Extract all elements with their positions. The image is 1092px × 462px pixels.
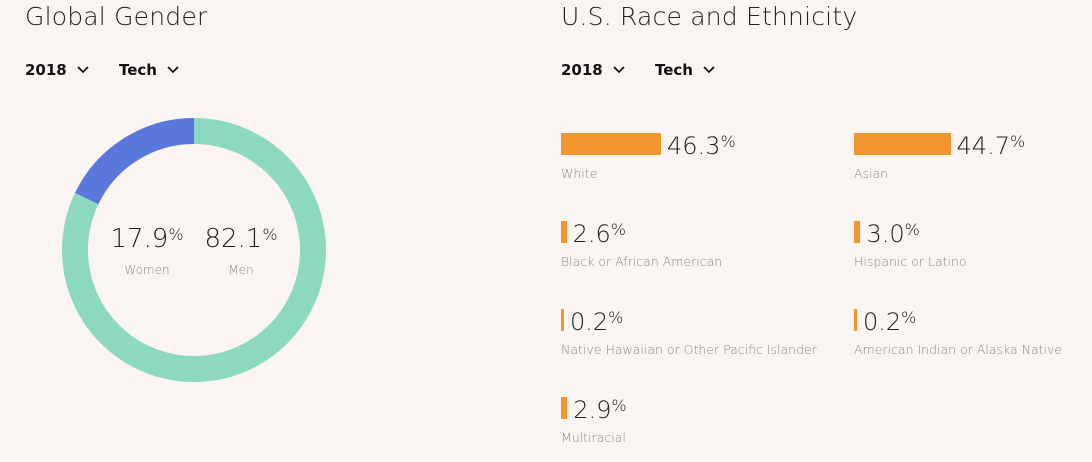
chevron-down-icon <box>703 66 715 74</box>
bar-american-indian <box>854 309 857 331</box>
value-hispanic: 3.0% <box>866 220 920 248</box>
women-label: Women <box>124 263 170 277</box>
bar-black <box>561 221 567 243</box>
men-value: 82.1% <box>204 224 278 254</box>
stat-asian: 44.7% Asian <box>854 130 1025 181</box>
stat-american-indian: 0.2% American Indian or Alaska Native <box>854 306 1062 357</box>
race-category-value: Tech <box>655 61 693 79</box>
bar-asian <box>854 133 951 155</box>
men-label: Men <box>228 263 254 277</box>
value-native-hawaiian: 0.2% <box>570 308 624 336</box>
label-multiracial: Multiracial <box>561 430 626 445</box>
gender-year-value: 2018 <box>25 61 67 79</box>
value-asian: 44.7% <box>956 132 1026 160</box>
stat-hispanic: 3.0% Hispanic or Latino <box>854 218 967 269</box>
men-stat: 82.1% Men <box>191 224 291 277</box>
bar-native-hawaiian <box>561 309 564 331</box>
women-stat: 17.9% Women <box>97 224 197 277</box>
chevron-down-icon <box>77 66 89 74</box>
stat-black: 2.6% Black or African American <box>561 218 722 269</box>
value-white: 46.3% <box>667 132 736 160</box>
gender-donut-chart <box>62 118 326 382</box>
value-black: 2.6% <box>572 220 626 248</box>
donut-slice-women <box>74 118 195 205</box>
donut-svg <box>62 118 326 382</box>
stat-multiracial: 2.9% Multiracial <box>561 394 627 445</box>
bar-multiracial <box>561 397 568 419</box>
gender-year-dropdown[interactable]: 2018 <box>25 61 89 79</box>
bar-white <box>561 133 661 155</box>
gender-title: Global Gender <box>25 2 208 31</box>
gender-category-dropdown[interactable]: Tech <box>119 61 179 79</box>
stat-white: 46.3% White <box>561 130 736 181</box>
label-white: White <box>561 166 598 181</box>
chevron-down-icon <box>613 66 625 74</box>
bar-hispanic <box>854 221 861 243</box>
label-native-hawaiian: Native Hawaiian or Other Pacific Islande… <box>561 342 817 357</box>
gender-category-value: Tech <box>119 61 157 79</box>
label-black: Black or African American <box>561 254 723 269</box>
label-american-indian: American Indian or Alaska Native <box>854 342 1063 357</box>
donut-slice-men <box>62 118 326 382</box>
stat-native-hawaiian: 0.2% Native Hawaiian or Other Pacific Is… <box>561 306 817 357</box>
value-american-indian: 0.2% <box>863 308 917 336</box>
race-year-value: 2018 <box>561 61 603 79</box>
value-multiracial: 2.9% <box>573 396 627 424</box>
women-value: 17.9% <box>110 224 184 254</box>
race-title: U.S. Race and Ethnicity <box>561 2 858 31</box>
chevron-down-icon <box>167 66 179 74</box>
race-category-dropdown[interactable]: Tech <box>655 61 715 79</box>
label-asian: Asian <box>854 166 889 181</box>
race-year-dropdown[interactable]: 2018 <box>561 61 625 79</box>
label-hispanic: Hispanic or Latino <box>854 254 967 269</box>
